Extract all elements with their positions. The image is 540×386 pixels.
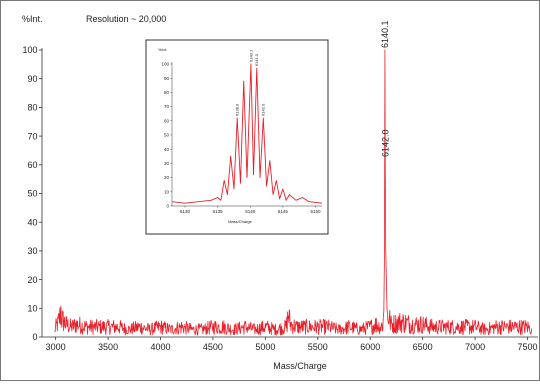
- inset-tick-labels: 0 10 20 30 40 50 60 70 80 90 100 6130 6135 6140 6145 61…: [161, 62, 320, 214]
- x-tick-label: 5000: [255, 342, 275, 352]
- y-tick-label: 0: [166, 204, 169, 209]
- x-tick-label: 7000: [465, 342, 485, 352]
- x-tick-label: 6145: [278, 209, 289, 214]
- main-plot-area: [54, 49, 533, 336]
- y-tick-label: 60: [27, 160, 37, 170]
- y-tick-label: 100: [161, 62, 169, 67]
- y-tick-label: 70: [27, 131, 37, 141]
- y-tick-label: 90: [164, 76, 170, 81]
- y-tick-label: 30: [27, 246, 37, 256]
- inset-axes: [170, 62, 322, 208]
- y-tick-label: 50: [164, 133, 170, 138]
- x-tick-label: 6140: [245, 209, 256, 214]
- x-tick-label: 5500: [308, 342, 328, 352]
- y-tick-label: 10: [27, 303, 37, 313]
- y-tick-label: 40: [164, 147, 170, 152]
- inset-chart: %Int. Mass/Charge 0 10 20 30 40 50 60 70 80 90 100…: [145, 39, 329, 235]
- y-tick-label: 40: [27, 217, 37, 227]
- y-tick-label: 100: [22, 45, 37, 55]
- x-tick-label: 4000: [150, 342, 170, 352]
- peak-label: 6138.0: [235, 103, 240, 116]
- peak-label: 6140.1: [380, 20, 390, 48]
- y-tick-label: 30: [164, 161, 170, 166]
- x-tick-label: 6000: [360, 342, 380, 352]
- inset-x-axis-label: Mass/Charge: [228, 219, 253, 224]
- x-tick-label: 3000: [46, 342, 66, 352]
- y-tick-label: 60: [164, 118, 170, 123]
- x-tick-label: 3500: [98, 342, 118, 352]
- y-tick-label: 70: [164, 104, 170, 109]
- inset-plot-area: [171, 63, 323, 204]
- y-tick-label: 80: [27, 103, 37, 113]
- spectrum-trace-0: [171, 63, 323, 204]
- x-tick-label: 6150: [310, 209, 321, 214]
- main-axes: [39, 48, 538, 340]
- main-y-axis-label: %Int.: [22, 14, 43, 24]
- x-tick-label: 6135: [213, 209, 224, 214]
- y-tick-label: 80: [164, 90, 170, 95]
- y-tick-label: 20: [164, 175, 170, 180]
- x-tick-label: 6500: [413, 342, 433, 352]
- inset-y-axis-label: %Int.: [158, 47, 167, 52]
- y-tick-label: 90: [27, 74, 37, 84]
- peak-label: 6142.0: [261, 103, 266, 116]
- main-peak-labels: 6140.1 6142.0: [380, 20, 390, 157]
- y-tick-label: 50: [27, 189, 37, 199]
- main-x-axis-label: Mass/Charge: [273, 361, 327, 371]
- peak-label: 6140.1: [248, 49, 253, 62]
- x-tick-label: 7500: [517, 342, 537, 352]
- y-tick-label: 20: [27, 275, 37, 285]
- y-tick-label: 0: [32, 332, 37, 342]
- peak-label: 6141.0: [254, 53, 259, 66]
- y-tick-label: 10: [164, 189, 170, 194]
- x-tick-label: 4500: [203, 342, 223, 352]
- x-tick-label: 6130: [180, 209, 191, 214]
- resolution-annotation: Resolution ~ 20,000: [86, 14, 166, 24]
- spectrum-trace-0: [54, 49, 533, 336]
- inset-peak-labels: 6138.0 6140.1 6141.0 6142.0: [235, 49, 266, 116]
- peak-label: 6142.0: [380, 130, 390, 158]
- inset-frame: [145, 39, 329, 235]
